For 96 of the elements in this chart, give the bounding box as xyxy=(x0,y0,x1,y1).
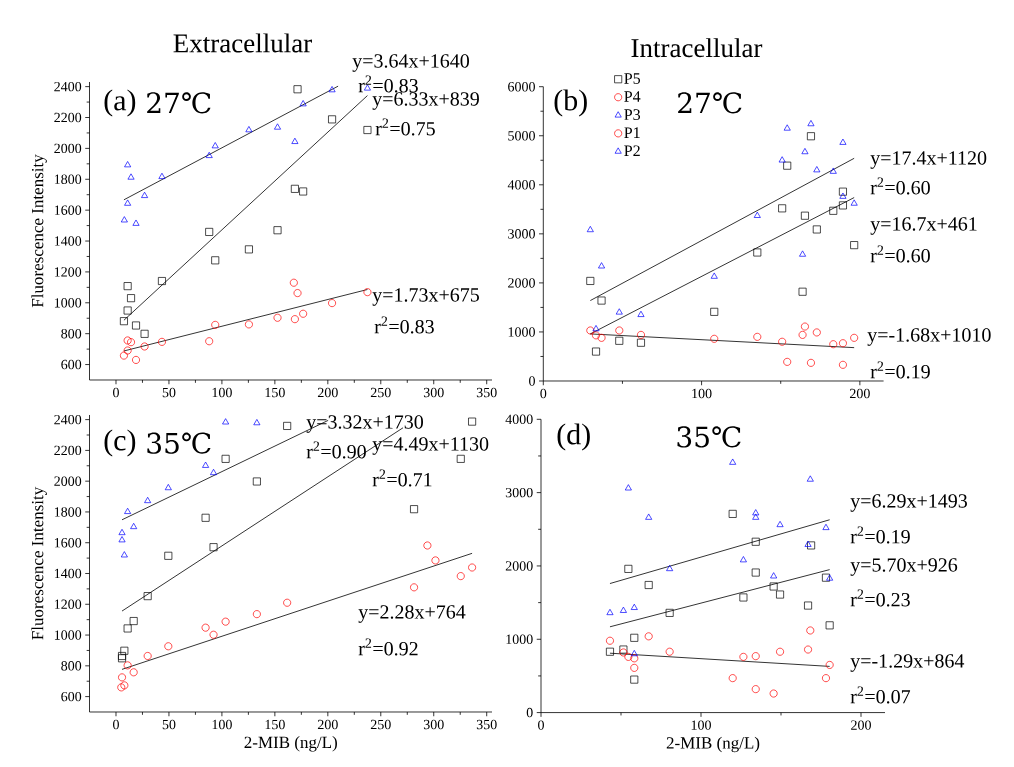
y-tick-label: 4000 xyxy=(507,180,535,190)
annotation: r$^{2}$=0.07 xyxy=(850,686,911,704)
text: y=3.64x+1640 xyxy=(352,54,469,72)
y-axis-title: Fluorescence Intensity xyxy=(31,154,47,308)
y-tick-label: 2400 xyxy=(54,414,82,425)
x-tick-label: 300 xyxy=(423,387,444,398)
annotation: r$^{2}$=0.75 xyxy=(375,118,435,136)
y-axis-title: Fluorescence Intensity xyxy=(31,486,47,640)
x-axis-title: 2-MIB (ng/L) xyxy=(666,736,760,753)
y-tick-label: 1000 xyxy=(54,630,82,640)
y-tick-label: 600 xyxy=(61,691,82,702)
annotation: (a) xyxy=(104,89,136,117)
y-tick-label: 800 xyxy=(61,661,82,671)
y-tick-label: 6000 xyxy=(508,81,535,92)
annotation: y=5.70x+926 xyxy=(850,558,958,576)
annotation: y=6.29x+1493 xyxy=(850,494,967,512)
y-tick-label: 2200 xyxy=(54,445,82,456)
y-tick-label: 2400 xyxy=(54,81,82,92)
chart-title: Extracellular xyxy=(173,33,312,53)
y-tick-label: 3000 xyxy=(508,229,535,239)
annotation: y=6.33x+839 xyxy=(372,92,479,110)
y-tick-label: 2000 xyxy=(54,476,82,486)
y-tick-label: 1400 xyxy=(54,236,82,246)
chart-subtitle: 35℃ xyxy=(677,426,741,448)
legend-label: P1 xyxy=(624,127,640,138)
x-tick-label: 50 xyxy=(162,387,176,398)
y-tick-label: 0 xyxy=(529,376,535,386)
x-tick-label: 250 xyxy=(370,387,391,398)
y-tick-label: 2000 xyxy=(505,561,533,571)
x-tick-label: 100 xyxy=(691,720,711,730)
y-tick-label: 1200 xyxy=(54,599,82,609)
annotation: r$^{2}$=0.92 xyxy=(358,638,418,656)
y-tick-label: 2000 xyxy=(508,278,535,288)
annotation: r$^{2}$=0.71 xyxy=(372,469,432,487)
annotation: y=2.28x+764 xyxy=(358,605,466,623)
chart-subtitle: 27℃ xyxy=(678,92,742,114)
annotation: y=-1.68x+1010 xyxy=(867,328,991,346)
y-tick-label: 4000 xyxy=(505,414,533,425)
y-tick-label: 2000 xyxy=(54,143,82,154)
chart-subtitle: 27℃ xyxy=(147,92,211,114)
x-tick-label: 350 xyxy=(476,387,497,398)
annotation: y=17.4x+1120 xyxy=(870,151,987,169)
annotation: r$^{2}$=0.60 xyxy=(870,245,930,263)
x-tick-label: 100 xyxy=(212,719,232,730)
annotation: (b) xyxy=(554,89,587,117)
annotation: y=4.49x+1130 xyxy=(372,437,489,455)
y-tick-label: 0 xyxy=(526,707,533,718)
y-tick-label: 2200 xyxy=(54,112,82,123)
x-tick-label: 0 xyxy=(113,719,119,730)
x-tick-label: 350 xyxy=(476,719,497,730)
legend-label: P3 xyxy=(624,109,641,120)
chart-title: Intracellular xyxy=(631,38,763,58)
legend-label: P4 xyxy=(624,91,641,102)
y-tick-label: 1000 xyxy=(506,634,533,644)
annotation: y=-1.29x+864 xyxy=(850,654,965,672)
x-tick-label: 200 xyxy=(851,720,871,730)
text: 35℃ xyxy=(147,432,211,454)
annotation: (c) xyxy=(104,429,136,457)
annotation: (d) xyxy=(557,423,590,451)
y-tick-label: 600 xyxy=(61,359,82,370)
annotation: y=1.73x+675 xyxy=(372,288,479,306)
y-tick-label: 1800 xyxy=(54,174,82,184)
x-tick-label: 200 xyxy=(317,387,338,398)
x-tick-label: 100 xyxy=(692,388,712,399)
annotation: r$^{2}$=0.83 xyxy=(358,75,418,93)
annotation: y=16.7x+461 xyxy=(870,217,977,235)
annotation: r$^{2}$=0.23 xyxy=(850,589,910,607)
x-tick-label: 200 xyxy=(317,719,338,730)
x-axis-title: 2-MIB (ng/L) xyxy=(244,736,337,752)
x-tick-label: 0 xyxy=(113,387,119,398)
legend-label: P5 xyxy=(624,73,641,84)
annotation: r$^{2}$=0.19 xyxy=(850,526,910,544)
y-tick-label: 5000 xyxy=(508,131,535,141)
annotation: r$^{2}$=0.19 xyxy=(870,361,930,379)
y-tick-label: 1600 xyxy=(54,205,82,215)
x-tick-label: 150 xyxy=(265,719,285,730)
y-tick-label: 800 xyxy=(61,328,82,339)
y-tick-label: 1000 xyxy=(54,298,82,308)
x-tick-label: 300 xyxy=(423,719,444,730)
annotation: r$^{2}$=0.90 xyxy=(306,441,366,459)
y-tick-label: 1200 xyxy=(54,267,82,277)
y-tick-label: 1400 xyxy=(54,568,82,579)
y-tick-label: 1600 xyxy=(54,537,82,548)
y-tick-label: 1000 xyxy=(508,327,535,337)
x-tick-label: 150 xyxy=(265,387,285,398)
x-tick-label: 100 xyxy=(212,387,232,398)
y-tick-label: 3000 xyxy=(505,487,533,498)
x-tick-label: 200 xyxy=(849,388,870,399)
x-tick-label: 0 xyxy=(540,388,547,399)
y-tick-label: 1800 xyxy=(54,507,82,517)
legend-label: P2 xyxy=(624,145,640,156)
annotation: r$^{2}$=0.60 xyxy=(870,177,930,195)
annotation: r$^{2}$=0.83 xyxy=(374,316,434,334)
x-tick-label: 0 xyxy=(538,720,544,730)
x-tick-label: 50 xyxy=(162,719,176,730)
x-tick-label: 250 xyxy=(370,719,391,730)
